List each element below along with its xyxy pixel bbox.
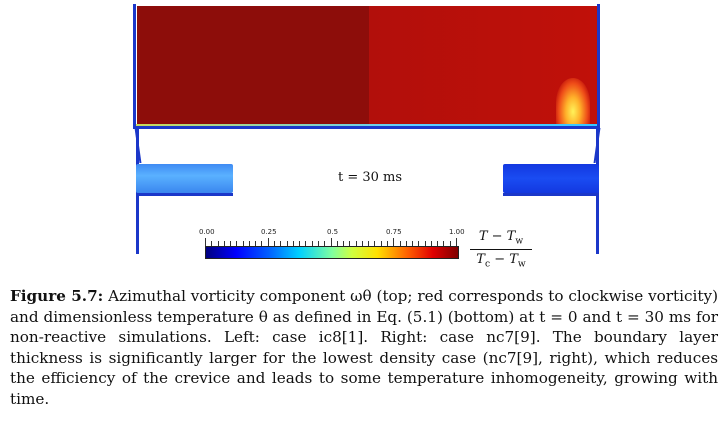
colorbar-tick xyxy=(456,238,457,246)
colorbar-tick xyxy=(343,241,345,246)
temperature-panel-right-wall xyxy=(503,193,599,196)
domain-frame xyxy=(133,4,600,129)
formula-numerator: T − T xyxy=(478,229,516,244)
vorticity-hotspot xyxy=(556,78,590,126)
colorbar-tick xyxy=(393,238,395,246)
colorbar-tick xyxy=(336,241,338,246)
formula-sub: c xyxy=(484,259,491,270)
caption-text: Azimuthal vorticity component ωθ (top; r… xyxy=(10,287,718,408)
colorbar-tick xyxy=(242,241,244,246)
colorbar-tick xyxy=(292,241,294,246)
temperature-panel-right xyxy=(503,164,599,193)
colorbar-tick xyxy=(280,241,282,246)
colorbar-tick xyxy=(349,241,351,246)
colorbar-tick xyxy=(217,241,219,246)
colorbar-tick xyxy=(305,241,307,246)
colorbar-tick-label: 0.25 xyxy=(261,228,277,236)
time-label: t = 30 ms xyxy=(337,170,403,185)
colorbar-tick xyxy=(418,241,420,246)
colorbar-tick xyxy=(230,241,232,246)
colorbar-tick xyxy=(361,241,363,246)
colorbar-tick-label: 0.5 xyxy=(327,228,339,236)
formula-sub: w xyxy=(517,259,526,270)
formula-denominator: T xyxy=(476,251,485,267)
colorbar-tick-label: 0.75 xyxy=(386,228,402,236)
colorbar-tick xyxy=(330,238,332,246)
colorbar-tick xyxy=(236,241,238,246)
colorbar-tick xyxy=(443,241,445,246)
colorbar-tick xyxy=(255,241,257,246)
colorbar-tick xyxy=(374,241,376,246)
colorbar-tick xyxy=(211,241,213,246)
figure-caption: Figure 5.7: Azimuthal vorticity componen… xyxy=(10,286,718,409)
colorbar-tick xyxy=(274,241,276,246)
formula-denominator-mid: − T xyxy=(490,251,518,267)
colorbar-formula: T − Tw Tc − Tw xyxy=(470,229,532,269)
colorbar-tick xyxy=(368,241,370,246)
colorbar-tick xyxy=(261,241,263,246)
colorbar-tick xyxy=(205,238,206,246)
colorbar xyxy=(205,246,459,259)
colorbar-tick xyxy=(412,241,414,246)
colorbar-tick xyxy=(386,241,388,246)
colorbar-tick xyxy=(317,241,319,246)
colorbar-tick xyxy=(449,241,451,246)
colorbar-tick xyxy=(324,241,326,246)
colorbar-tick xyxy=(380,241,382,246)
colorbar-tick xyxy=(299,241,301,246)
colorbar-tick xyxy=(248,241,250,246)
colorbar-tick xyxy=(437,241,439,246)
caption-label: Figure 5.7: xyxy=(10,287,104,305)
colorbar-tick xyxy=(405,241,407,246)
colorbar-tick xyxy=(286,241,288,246)
simulation-figure: t = 30 ms 0.00 0.25 0.5 0.75 1.00 T − Tw… xyxy=(133,4,601,269)
colorbar-tick xyxy=(399,241,401,246)
colorbar-tick xyxy=(267,238,269,246)
temperature-panel-left-wall xyxy=(136,193,233,196)
colorbar-tick xyxy=(223,241,225,246)
formula-sub: w xyxy=(515,236,524,247)
colorbar-tick-label: 1.00 xyxy=(449,228,465,236)
colorbar-ticks xyxy=(205,238,457,246)
temperature-panel-left xyxy=(136,164,233,193)
colorbar-tick xyxy=(311,241,313,246)
colorbar-tick xyxy=(355,241,357,246)
colorbar-tick-label: 0.00 xyxy=(199,228,215,236)
vorticity-field-left xyxy=(137,6,369,126)
colorbar-tick xyxy=(424,241,426,246)
colorbar-tick xyxy=(430,241,432,246)
